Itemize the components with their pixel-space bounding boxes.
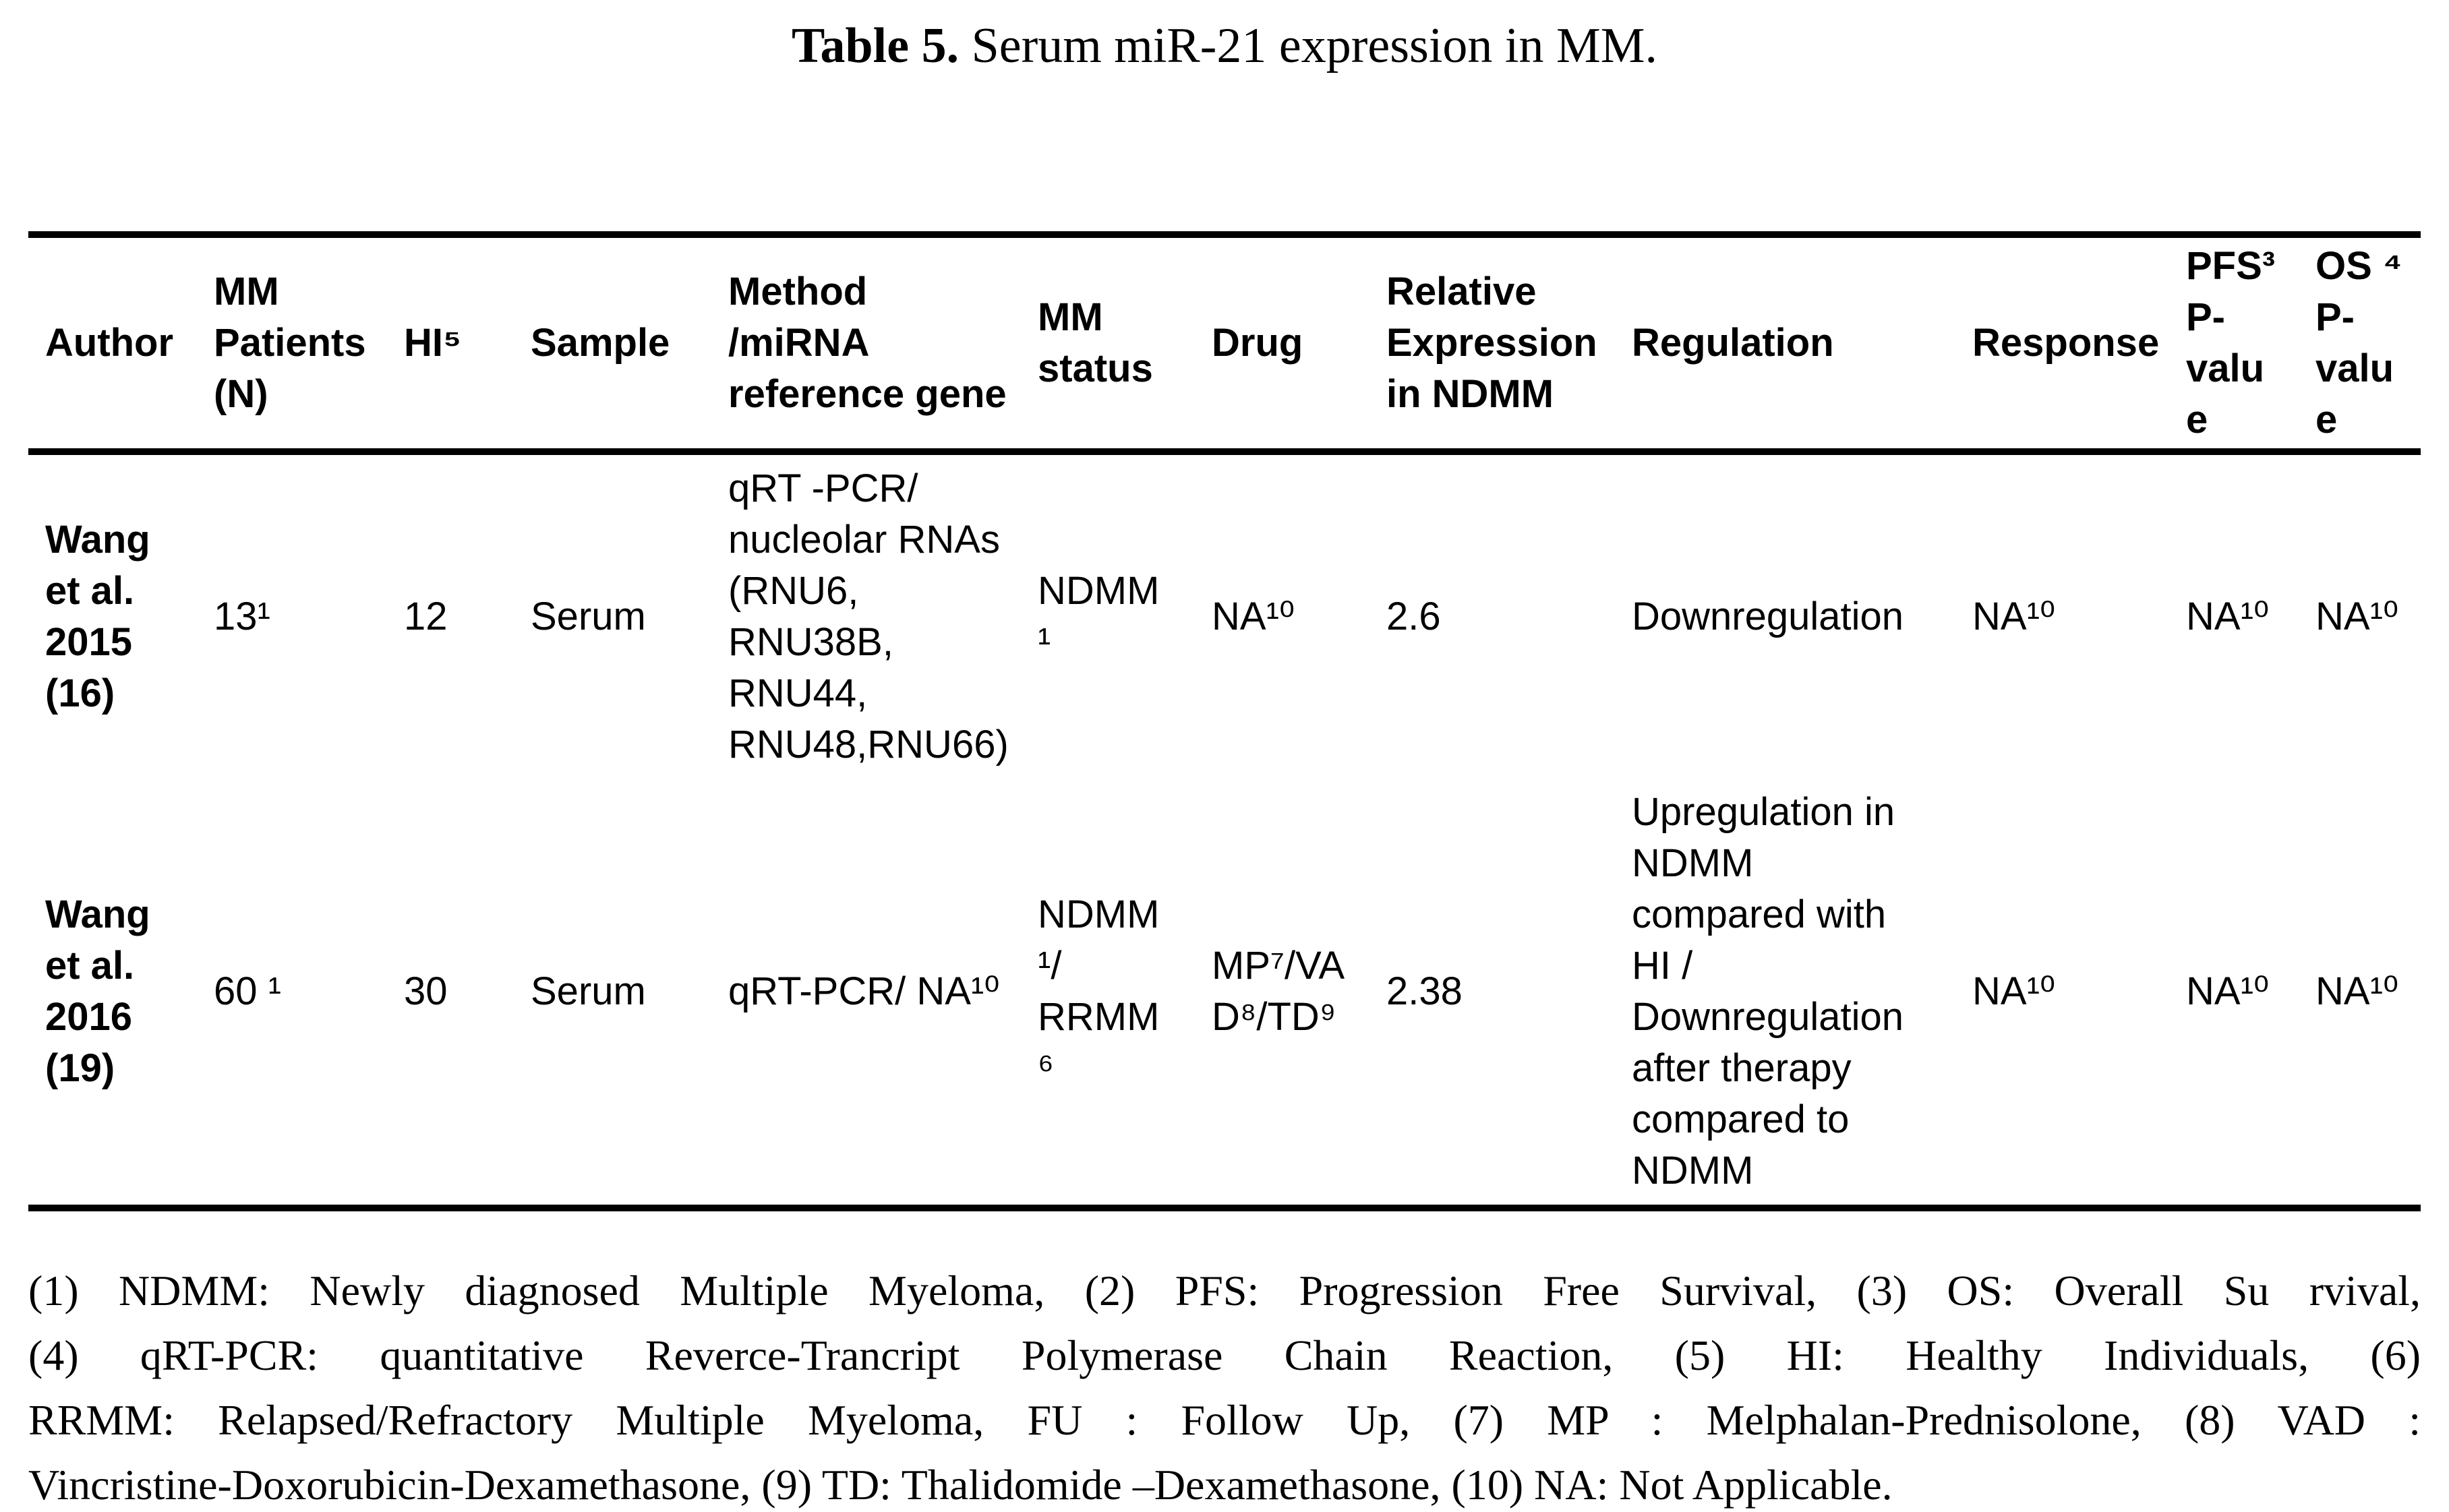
table-caption: Table 5. Serum miR-21 expression in MM. bbox=[0, 0, 2449, 76]
table-caption-text: Serum miR-21 expression in MM. bbox=[959, 18, 1658, 73]
footnote-line: (1) NDMM: Newly diagnosed Multiple Myelo… bbox=[28, 1266, 2421, 1314]
col-header-mm-patients: MM Patients (N) bbox=[214, 234, 404, 455]
cell-os-pvalue: NA¹⁰ bbox=[2315, 594, 2399, 638]
cell-relative-expression: 2.38 bbox=[1386, 969, 1463, 1013]
cell-author: Wang et al. 2016 (19) bbox=[45, 892, 150, 1090]
cell-drug: NA¹⁰ bbox=[1212, 594, 1295, 638]
col-header-relative-expression: Relative Expression in NDMM bbox=[1386, 234, 1632, 455]
cell-os-pvalue: NA¹⁰ bbox=[2315, 969, 2399, 1013]
col-header-hi: HI⁵ bbox=[404, 234, 531, 455]
table-row-wang-2015: Wang et al. 2015 (16) 13¹ 12 Serum qRT -… bbox=[28, 452, 2421, 779]
cell-relative-expression: 2.6 bbox=[1386, 594, 1441, 638]
col-header-response: Response bbox=[1972, 234, 2186, 455]
col-header-regulation: Regulation bbox=[1632, 234, 1972, 455]
footnote-line: (4) qRT-PCR: quantitative Reverce-Trancr… bbox=[28, 1331, 2421, 1379]
cell-mm-patients: 13¹ bbox=[214, 594, 270, 638]
col-header-author: Author bbox=[28, 234, 214, 455]
col-header-mm-status: MM status bbox=[1038, 234, 1212, 455]
cell-response: NA¹⁰ bbox=[1972, 969, 2056, 1013]
mir21-expression-table: Author MM Patients (N) HI⁵ Sample Method… bbox=[28, 231, 2421, 1211]
cell-regulation: Upregulation in NDMM compared with HI / … bbox=[1632, 789, 1904, 1192]
cell-sample: Serum bbox=[531, 594, 646, 638]
cell-method: qRT-PCR/ NA¹⁰ bbox=[728, 969, 1000, 1013]
cell-response: NA¹⁰ bbox=[1972, 594, 2056, 638]
table-row-wang-2016: Wang et al. 2016 (19) 60 ¹ 30 Serum qRT-… bbox=[28, 779, 2421, 1208]
cell-author: Wang et al. 2015 (16) bbox=[45, 517, 150, 715]
cell-mm-status: NDMM ¹ bbox=[1038, 568, 1160, 664]
cell-hi: 30 bbox=[404, 969, 448, 1013]
cell-pfs-pvalue: NA¹⁰ bbox=[2186, 969, 2270, 1013]
footnote: (1) NDMM: Newly diagnosed Multiple Myelo… bbox=[28, 1259, 2421, 1512]
cell-method: qRT -PCR/ nucleolar RNAs (RNU6, RNU38B, … bbox=[728, 466, 1009, 766]
cell-sample: Serum bbox=[531, 969, 646, 1013]
col-header-method: Method /miRNA reference gene bbox=[728, 234, 1038, 455]
cell-drug: MP⁷/VA D⁸/TD⁹ bbox=[1212, 943, 1345, 1039]
col-header-pfs-pvalue: PFS³ P- valu e bbox=[2186, 234, 2315, 455]
cell-regulation: Downregulation bbox=[1632, 594, 1904, 638]
col-header-sample: Sample bbox=[531, 234, 728, 455]
footnote-line: Vincristine-Doxorubicin-Dexamethasone, (… bbox=[28, 1460, 1893, 1509]
header-row: Author MM Patients (N) HI⁵ Sample Method… bbox=[28, 234, 2421, 455]
col-header-os-pvalue: OS ⁴ P- value bbox=[2315, 234, 2421, 455]
table-caption-label: Table 5. bbox=[791, 18, 960, 73]
cell-pfs-pvalue: NA¹⁰ bbox=[2186, 594, 2270, 638]
footnote-line: RRMM: Relapsed/Refractory Multiple Myelo… bbox=[28, 1395, 2421, 1444]
cell-hi: 12 bbox=[404, 594, 448, 638]
col-header-drug: Drug bbox=[1212, 234, 1386, 455]
cell-mm-status: NDMM ¹/ RRMM ⁶ bbox=[1038, 892, 1160, 1090]
cell-mm-patients: 60 ¹ bbox=[214, 969, 281, 1013]
